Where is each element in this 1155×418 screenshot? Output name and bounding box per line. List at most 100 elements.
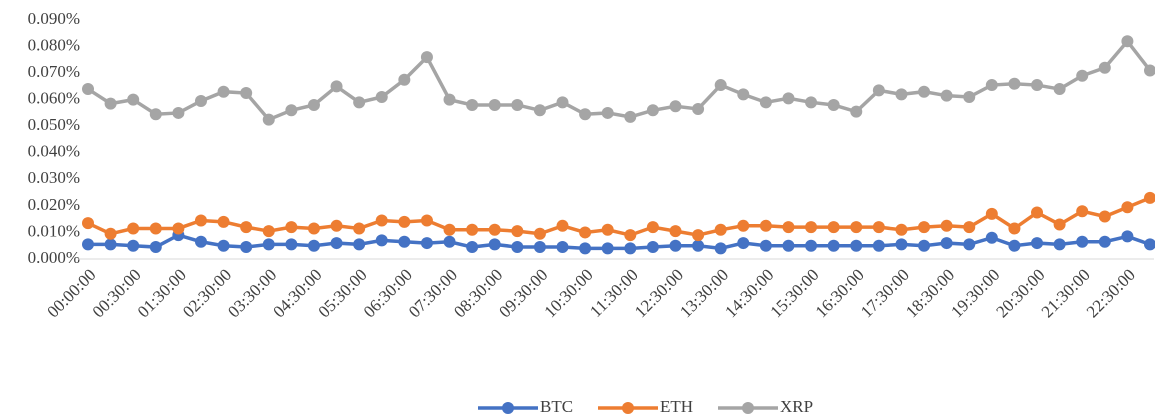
x-tick-label: 14:30:00 xyxy=(721,265,777,321)
point xyxy=(149,108,162,121)
point xyxy=(556,219,569,232)
x-tick-label: 00:00:00 xyxy=(43,265,99,321)
point xyxy=(579,226,592,239)
legend-marker xyxy=(622,402,634,414)
y-tick-label: 0.050% xyxy=(28,115,80,134)
point xyxy=(1053,238,1066,251)
point xyxy=(127,93,140,106)
point xyxy=(782,92,795,105)
point xyxy=(624,229,637,242)
point xyxy=(104,227,117,240)
legend-label: BTC xyxy=(540,397,573,416)
point xyxy=(307,222,320,235)
point xyxy=(646,104,659,117)
point xyxy=(624,242,637,255)
point xyxy=(82,83,94,96)
point xyxy=(194,235,207,248)
point xyxy=(127,222,140,235)
point xyxy=(149,222,162,235)
point xyxy=(1031,237,1044,250)
point xyxy=(488,98,501,111)
point xyxy=(1098,61,1111,74)
point xyxy=(714,223,727,236)
point xyxy=(330,237,343,250)
x-tick-label: 01:30:00 xyxy=(134,265,190,321)
x-tick-label: 05:30:00 xyxy=(315,265,371,321)
point xyxy=(398,73,411,86)
point xyxy=(217,239,230,252)
x-tick-label: 06:30:00 xyxy=(360,265,416,321)
point xyxy=(466,98,479,111)
point xyxy=(285,238,298,251)
y-tick-label: 0.070% xyxy=(28,62,80,81)
point xyxy=(985,231,998,244)
x-tick-label: 00:30:00 xyxy=(89,265,145,321)
point xyxy=(782,221,795,234)
point xyxy=(963,238,976,251)
point xyxy=(420,214,433,227)
point xyxy=(1144,64,1155,77)
point xyxy=(940,89,953,102)
point xyxy=(895,223,908,236)
x-tick-label: 04:30:00 xyxy=(269,265,325,321)
point xyxy=(307,98,320,111)
x-tick-label: 18:30:00 xyxy=(902,265,958,321)
point xyxy=(985,79,998,92)
point xyxy=(375,91,388,104)
y-tick-label: 0.080% xyxy=(28,35,80,54)
point xyxy=(82,217,94,230)
point xyxy=(149,241,162,254)
point xyxy=(262,113,275,126)
x-tick-label: 16:30:00 xyxy=(812,265,868,321)
x-tick-label: 15:30:00 xyxy=(766,265,822,321)
x-tick-label: 13:30:00 xyxy=(676,265,732,321)
point xyxy=(714,242,727,255)
point xyxy=(759,239,772,252)
x-tick-label: 08:30:00 xyxy=(450,265,506,321)
point xyxy=(850,221,863,234)
point xyxy=(398,215,411,228)
x-tick-label: 12:30:00 xyxy=(631,265,687,321)
point xyxy=(262,238,275,251)
point xyxy=(353,96,366,109)
point xyxy=(1144,238,1155,251)
point xyxy=(1008,77,1021,90)
point xyxy=(624,110,637,123)
point xyxy=(918,221,931,234)
point xyxy=(1076,235,1089,248)
point xyxy=(850,239,863,252)
point xyxy=(533,104,546,117)
point xyxy=(556,241,569,254)
point xyxy=(692,229,705,242)
point xyxy=(330,80,343,93)
point xyxy=(579,108,592,121)
point xyxy=(669,239,682,252)
point xyxy=(511,225,524,238)
point xyxy=(443,223,456,236)
point xyxy=(398,235,411,248)
point xyxy=(1076,205,1089,218)
point xyxy=(692,102,705,115)
point xyxy=(737,237,750,250)
point xyxy=(488,238,501,251)
point xyxy=(940,237,953,250)
point xyxy=(669,100,682,113)
point xyxy=(217,85,230,98)
point xyxy=(466,223,479,236)
point xyxy=(692,239,705,252)
point xyxy=(805,221,818,234)
point xyxy=(511,241,524,254)
point xyxy=(601,223,614,236)
legend-label: ETH xyxy=(660,397,693,416)
point xyxy=(104,97,117,110)
point xyxy=(827,239,840,252)
y-tick-label: 0.040% xyxy=(28,142,80,161)
point xyxy=(443,93,456,106)
legend-label: XRP xyxy=(780,397,813,416)
point xyxy=(420,51,433,64)
point xyxy=(1053,218,1066,231)
point xyxy=(737,88,750,101)
x-tick-label: 19:30:00 xyxy=(947,265,1003,321)
point xyxy=(579,242,592,255)
